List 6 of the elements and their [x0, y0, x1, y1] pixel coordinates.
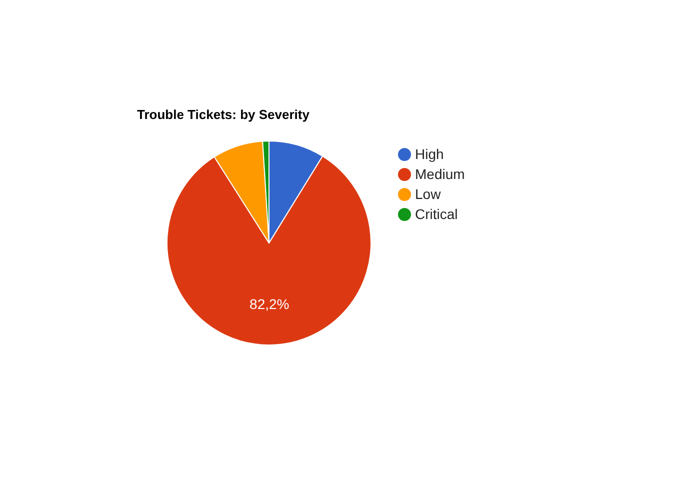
- legend-label: Medium: [415, 166, 465, 182]
- data-label: 82,2%: [250, 296, 290, 312]
- legend-label: Low: [415, 186, 441, 202]
- chart-title: Trouble Tickets: by Severity: [137, 107, 310, 122]
- legend-label: Critical: [415, 206, 458, 222]
- legend-label: High: [415, 146, 444, 162]
